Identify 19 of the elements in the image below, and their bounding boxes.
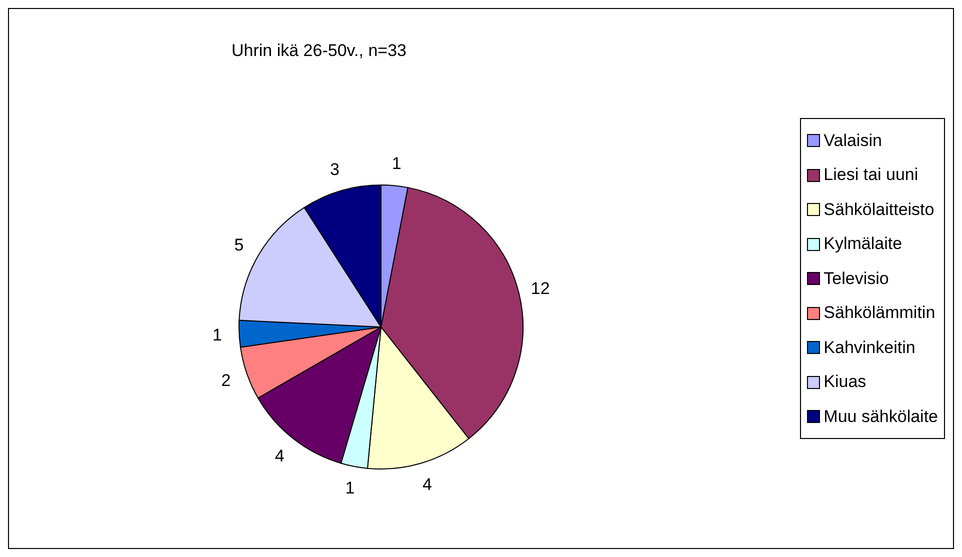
legend-label: Liesi tai uuni [824,165,918,185]
legend-label: Kahvinkeitin [824,338,916,358]
data-label: 5 [234,236,244,254]
legend-label: Valaisin [824,130,882,150]
legend-label: Sähkölämmitin [824,303,936,323]
data-label: 1 [392,154,402,174]
data-label: 2 [221,371,231,390]
legend-label: Muu sähkölaite [824,406,938,426]
data-label: 12 [530,278,550,298]
legend-label: Sähkölaitteisto [824,200,934,220]
legend-label: Televisio [824,268,889,288]
legend-label: Kylmälaite [824,234,902,254]
data-label: 4 [274,446,284,466]
chart-title: Uhrin ikä 26-50v., n=33 [230,41,408,61]
data-label: 3 [330,160,340,180]
data-label: 1 [345,478,355,498]
legend-label: Kiuas [824,372,866,392]
data-label: 1 [212,325,222,344]
data-label: 4 [422,474,432,494]
